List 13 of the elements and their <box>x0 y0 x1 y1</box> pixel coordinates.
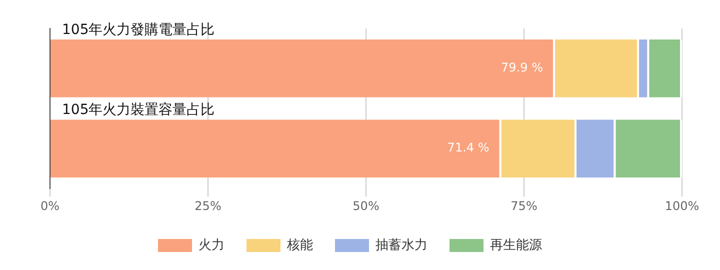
legend-label: 再生能源 <box>490 238 542 253</box>
data-label: 71.4 % <box>447 140 490 155</box>
y-tick-label: 105年火力發購電量占比 <box>62 22 215 38</box>
y-tick-label: 105年火力裝置容量占比 <box>62 102 215 118</box>
x-tick-label: 75% <box>510 198 538 213</box>
legend-label: 抽蓄水力 <box>376 238 428 253</box>
data-label: 79.9 % <box>501 60 543 75</box>
legend-label: 核能 <box>286 238 313 253</box>
x-tick-label: 25% <box>194 198 222 213</box>
x-tick-label: 0% <box>40 198 60 213</box>
x-tick-label: 50% <box>352 198 380 213</box>
x-tick-label: 100% <box>664 198 700 213</box>
legend-label: 火力 <box>198 238 224 253</box>
